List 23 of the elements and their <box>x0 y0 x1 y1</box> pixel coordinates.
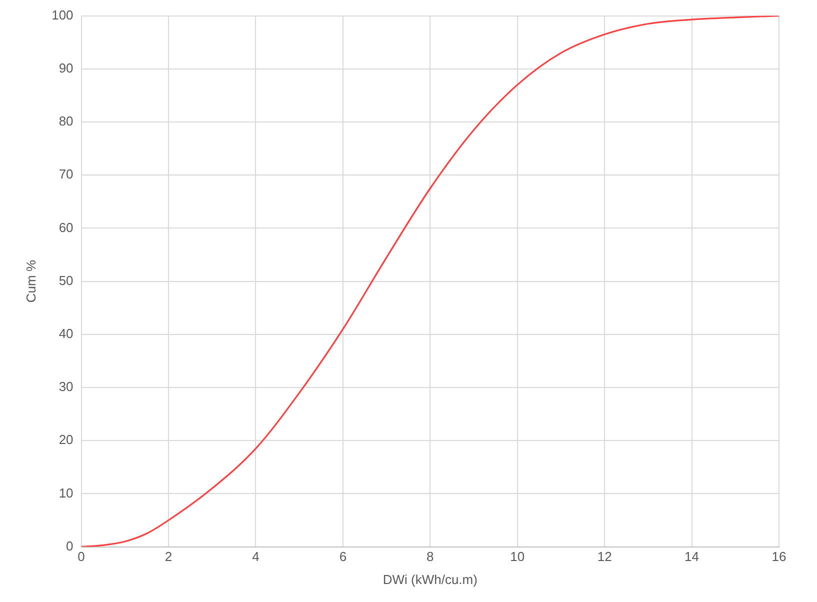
y-tick-label: 40 <box>58 326 74 341</box>
x-tick-label: 0 <box>78 549 85 564</box>
x-tick-label: 6 <box>339 549 347 564</box>
x-tick-label: 12 <box>597 549 612 564</box>
y-tick-label: 0 <box>66 538 74 554</box>
y-tick-label: 100 <box>52 7 74 22</box>
x-tick-label: 10 <box>510 549 525 564</box>
y-tick-label: 60 <box>58 220 74 235</box>
y-tick-label: 70 <box>58 166 74 182</box>
y-axis-title: Cum % <box>23 260 38 303</box>
y-tick-label: 50 <box>58 272 74 288</box>
x-tick-label: 2 <box>164 549 172 564</box>
line-series <box>81 16 779 547</box>
y-tick-label: 90 <box>58 60 74 76</box>
x-tick-label: 14 <box>684 549 700 564</box>
x-tick-label: 4 <box>252 549 260 564</box>
y-tick-label: 20 <box>58 432 74 448</box>
x-axis-title: DWi (kWh/cu.m) <box>382 572 478 587</box>
y-tick-label: 30 <box>58 379 74 394</box>
y-tick-label: 10 <box>58 485 74 500</box>
x-tick-label: 8 <box>426 549 434 564</box>
y-tick-label: 80 <box>58 114 74 129</box>
x-tick-label: 16 <box>772 549 786 564</box>
